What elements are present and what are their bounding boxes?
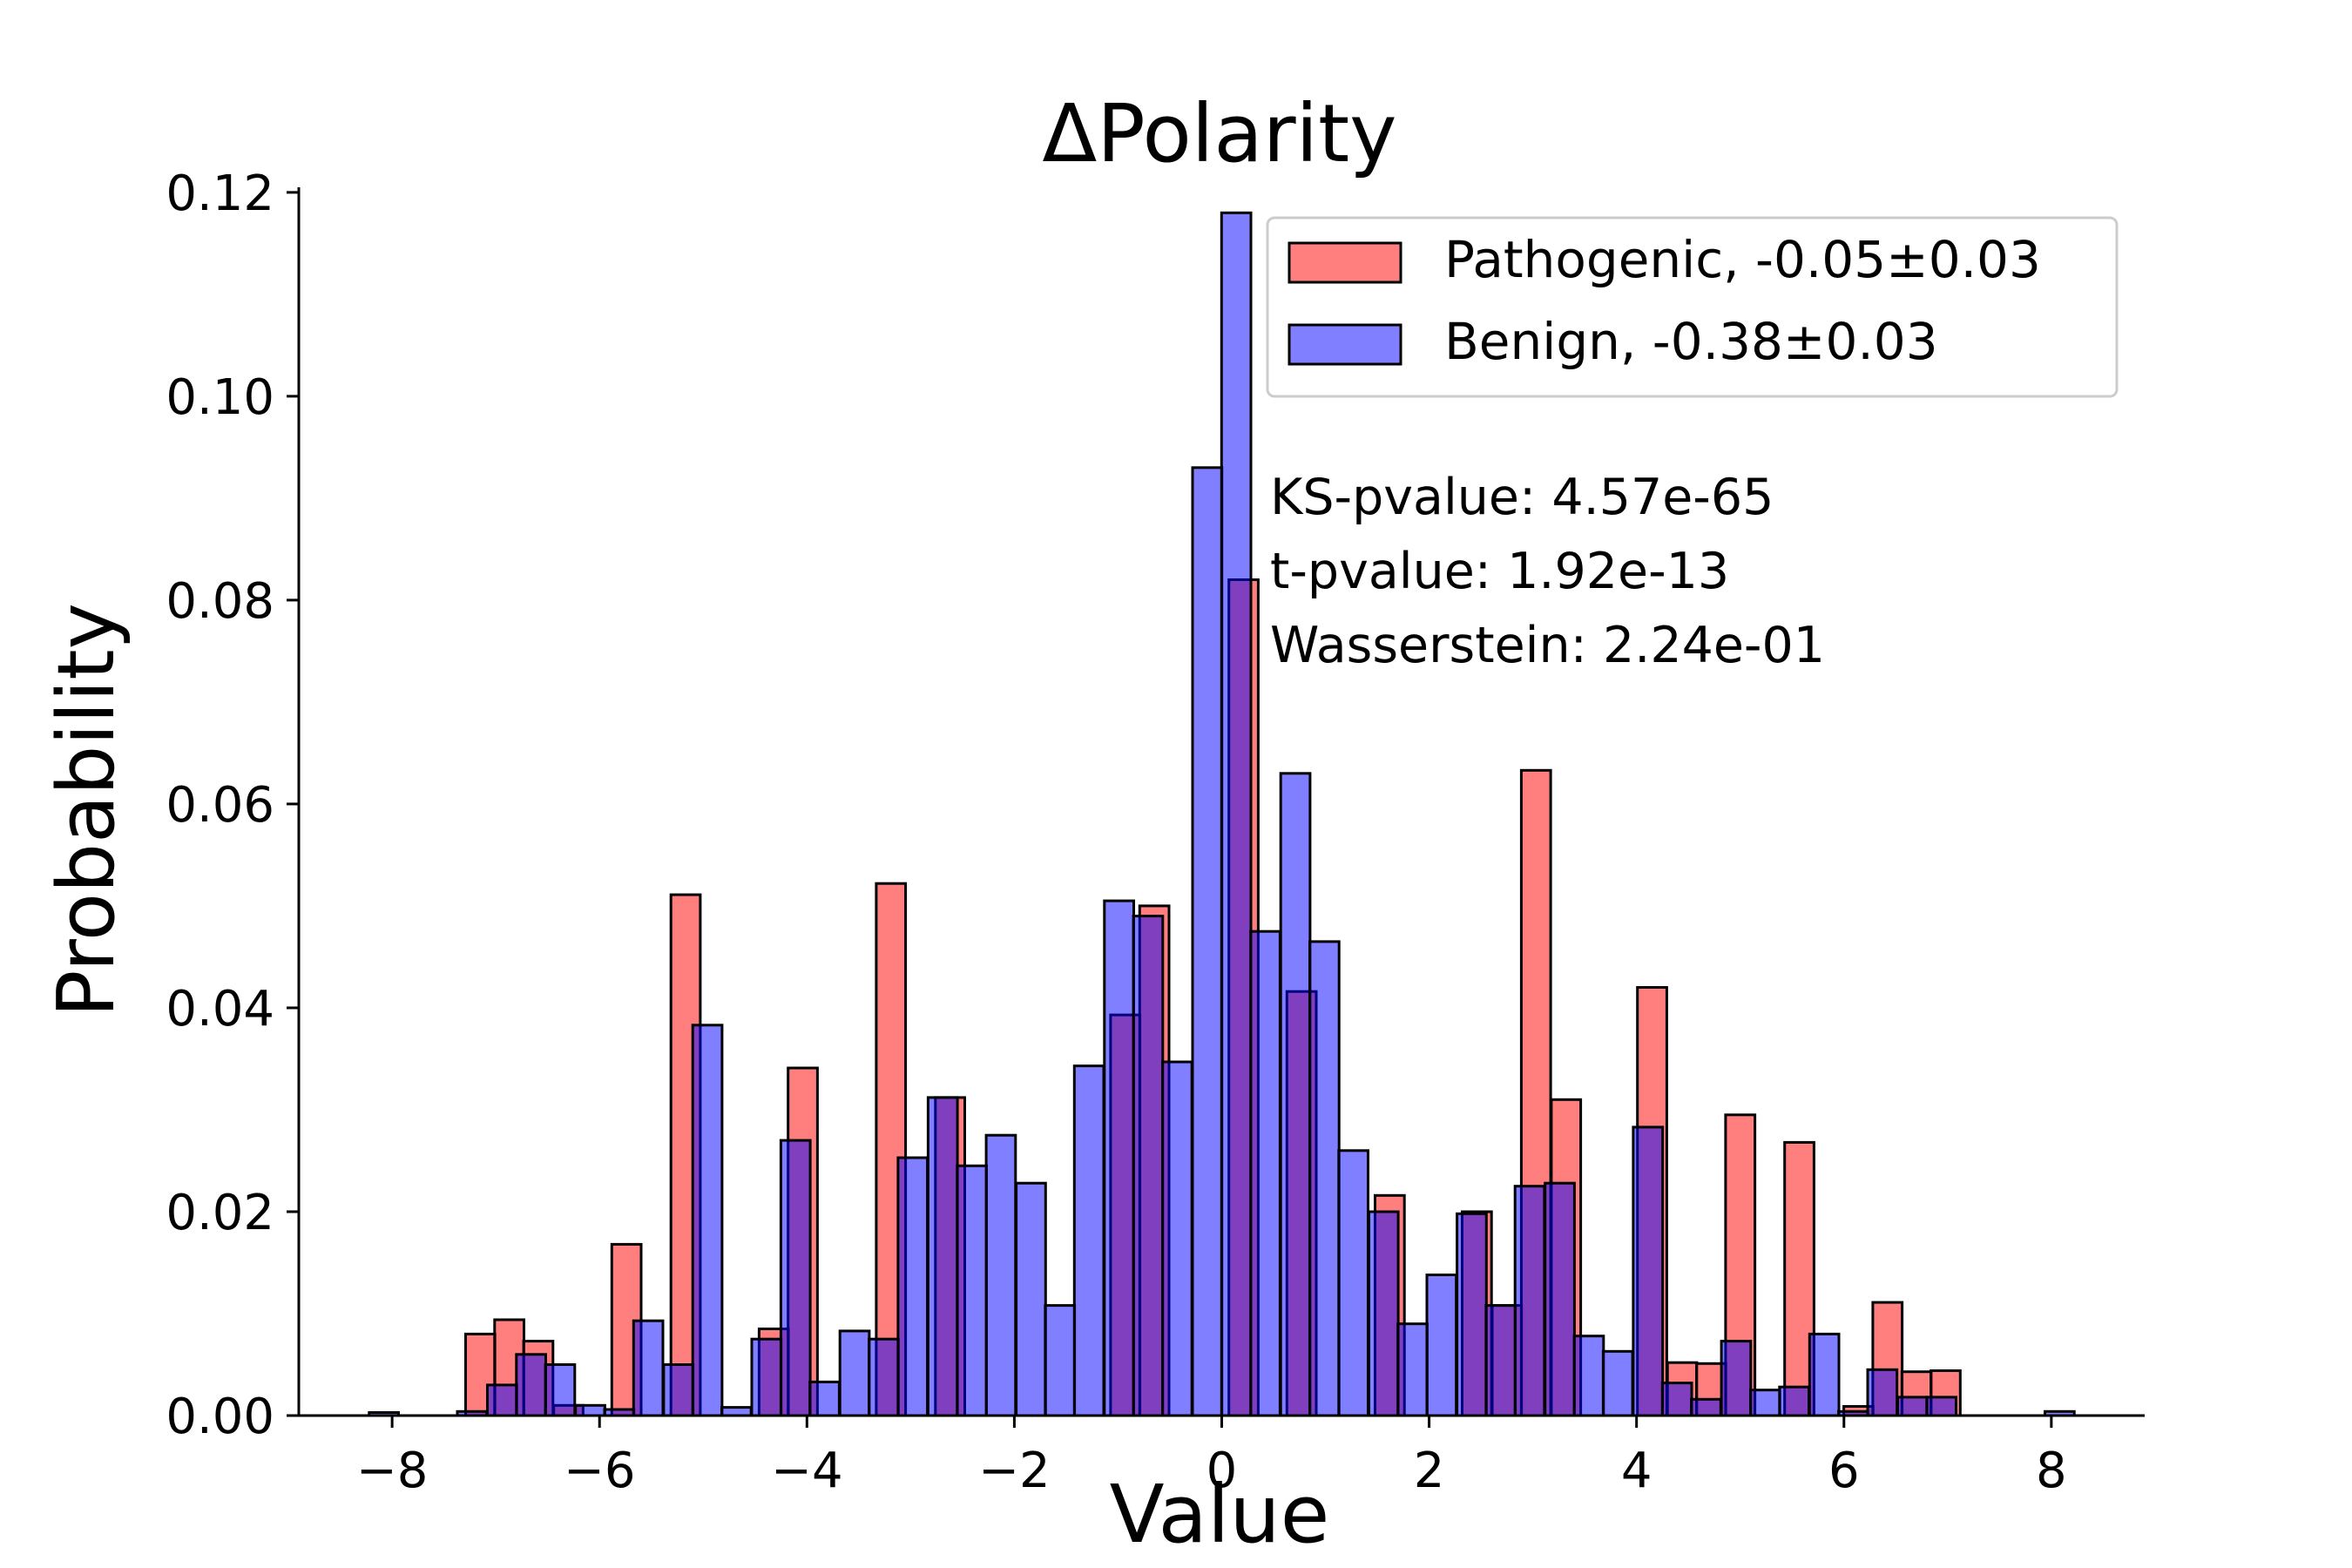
benign-bar-24 — [1132, 915, 1165, 1417]
benign-bar-16 — [896, 1156, 929, 1417]
x-tick-label: 2 — [1414, 1443, 1445, 1499]
benign-bars — [368, 211, 2076, 1417]
benign-bar-47 — [1808, 1332, 1841, 1417]
x-axis-label: Value — [1110, 1468, 1330, 1561]
x-tick-label: −8 — [356, 1443, 429, 1499]
benign-bar-27 — [1220, 211, 1253, 1417]
benign-bar-22 — [1072, 1064, 1105, 1417]
legend-swatch-pathogenic — [1288, 241, 1402, 284]
benign-bar-20 — [1015, 1181, 1047, 1417]
benign-bar-2 — [486, 1383, 518, 1417]
y-tick-label: 0.04 — [166, 981, 274, 1037]
benign-bar-14 — [838, 1329, 871, 1417]
ks-pvalue-annotation: KS-pvalue: 4.57e-65 — [1270, 469, 1774, 526]
benign-bar-44 — [1720, 1340, 1753, 1417]
benign-bar-31 — [1337, 1149, 1370, 1417]
benign-bar-17 — [926, 1096, 959, 1417]
benign-bar-18 — [956, 1164, 989, 1417]
benign-bar-43 — [1690, 1397, 1722, 1417]
benign-bar-36 — [1484, 1304, 1517, 1417]
x-tick-label: 0 — [1206, 1443, 1238, 1499]
y-tick-label: 0.12 — [166, 166, 274, 222]
benign-bar-9 — [691, 1024, 724, 1417]
y-axis-label: Probability — [41, 603, 132, 1017]
benign-bar-7 — [632, 1319, 665, 1417]
benign-bar-51 — [1925, 1396, 1958, 1417]
benign-bar-50 — [1896, 1396, 1929, 1417]
benign-bar-37 — [1513, 1185, 1546, 1417]
chart-title: ΔPolarity — [1042, 87, 1396, 180]
benign-bar-4 — [544, 1363, 577, 1417]
benign-bar-25 — [1161, 1060, 1193, 1417]
benign-bar-3 — [515, 1353, 547, 1417]
benign-bar-21 — [1044, 1304, 1077, 1417]
benign-bar-33 — [1396, 1322, 1429, 1417]
benign-bar-49 — [1866, 1368, 1899, 1417]
benign-bar-45 — [1749, 1389, 1781, 1417]
x-tick-label: −6 — [564, 1443, 636, 1499]
y-tick-label: 0.02 — [166, 1185, 274, 1241]
benign-bar-35 — [1456, 1212, 1488, 1417]
y-tick-label: 0.00 — [166, 1389, 274, 1445]
y-tick-label: 0.10 — [166, 369, 274, 426]
stats-annotations: KS-pvalue: 4.57e-65 t-pvalue: 1.92e-13 W… — [1270, 469, 1825, 674]
legend-swatch-benign — [1288, 323, 1402, 366]
wasserstein-annotation: Wasserstein: 2.24e-01 — [1270, 617, 1825, 674]
legend-frame — [1266, 216, 2119, 398]
x-tick-label: 4 — [1621, 1443, 1652, 1499]
legend-label-pathogenic: Pathogenic, -0.05±0.03 — [1444, 230, 2041, 289]
x-tick-label: −4 — [771, 1443, 843, 1499]
benign-bar-23 — [1103, 899, 1136, 1417]
benign-bar-11 — [750, 1337, 783, 1417]
x-tick-label: 6 — [1828, 1443, 1860, 1499]
benign-bar-34 — [1425, 1274, 1458, 1417]
benign-bar-38 — [1544, 1181, 1576, 1417]
benign-bar-29 — [1279, 772, 1312, 1417]
legend-label-benign: Benign, -0.38±0.03 — [1444, 312, 1938, 371]
y-tick-label: 0.06 — [166, 777, 274, 834]
benign-bar-19 — [984, 1133, 1017, 1417]
y-tick-label: 0.08 — [166, 573, 274, 630]
t-pvalue-annotation: t-pvalue: 1.92e-13 — [1270, 543, 1729, 600]
benign-bar-13 — [808, 1380, 841, 1417]
benign-bar-32 — [1367, 1210, 1400, 1417]
x-ticks: −8 −6 −4 −2 0 2 4 6 8 — [356, 1416, 2067, 1499]
benign-bar-15 — [868, 1337, 900, 1417]
benign-bar-26 — [1191, 466, 1224, 1417]
benign-bar-30 — [1308, 940, 1341, 1417]
benign-bar-39 — [1572, 1335, 1605, 1417]
benign-bar-5 — [574, 1403, 606, 1417]
benign-bar-42 — [1660, 1382, 1693, 1417]
benign-bar-41 — [1632, 1125, 1665, 1417]
benign-bar-46 — [1778, 1385, 1811, 1417]
benign-bar-28 — [1249, 929, 1281, 1417]
benign-bar-40 — [1601, 1349, 1634, 1417]
benign-bar-12 — [779, 1139, 812, 1417]
y-ticks: 0.00 0.02 0.04 0.06 0.08 0.10 0.12 — [166, 166, 299, 1445]
benign-bar-8 — [662, 1363, 695, 1417]
x-tick-label: −2 — [978, 1443, 1051, 1499]
legend: Pathogenic, -0.05±0.03 Benign, -0.38±0.0… — [1266, 216, 2119, 398]
x-tick-label: 8 — [2036, 1443, 2067, 1499]
